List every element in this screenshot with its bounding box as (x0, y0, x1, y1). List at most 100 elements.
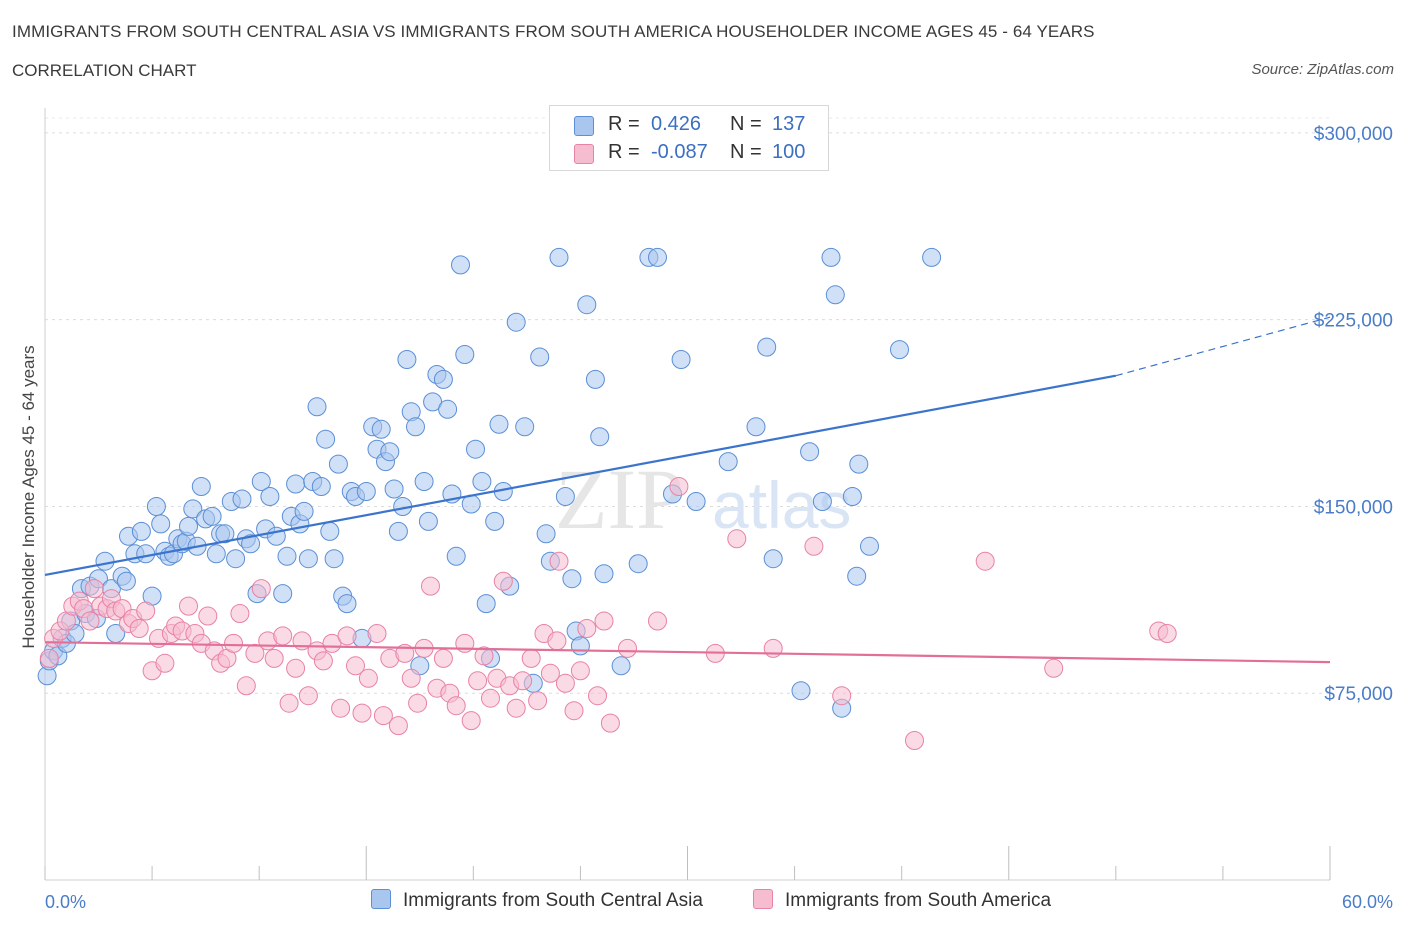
point-south-central-asia (922, 247, 942, 267)
point-south-central-asia (226, 549, 246, 569)
legend-r-label: R = (608, 141, 640, 163)
point-south-america (224, 633, 243, 653)
y-tick-labels: $75,000 $150,000 $225,000 $300,000 (1314, 124, 1393, 705)
point-south-central-asia (380, 442, 400, 462)
point-south-america (547, 631, 567, 651)
point-south-america (346, 656, 365, 676)
point-south-central-asia (371, 419, 391, 439)
point-south-america (331, 698, 351, 718)
point-south-central-asia (577, 295, 597, 315)
trend-line-south-central-asia (44, 374, 1117, 577)
point-south-central-asia (746, 417, 766, 437)
point-south-america (230, 604, 250, 623)
point-south-central-asia (202, 506, 222, 526)
point-south-america (506, 698, 526, 718)
point-south-america (251, 579, 271, 599)
point-south-central-asia (451, 255, 470, 275)
bottom-legend-south-central-asia: Immigrants from South Central Asia (371, 889, 703, 912)
x-tick-label: 60.0% (1342, 892, 1393, 912)
point-south-central-asia (506, 312, 526, 332)
point-south-central-asia (438, 399, 458, 419)
legend-row-south-central-asia: R = 0.426 N = 137 (550, 112, 828, 138)
point-south-america (433, 648, 453, 668)
legend-swatch-pink (574, 144, 594, 164)
point-south-central-asia (890, 340, 909, 360)
point-south-central-asia (476, 594, 496, 614)
point-south-central-asia (151, 514, 171, 534)
point-south-america (80, 611, 100, 631)
point-south-central-asia (585, 369, 605, 389)
point-south-central-asia (384, 479, 404, 499)
legend-r-label: R = (608, 113, 640, 135)
point-south-central-asia (215, 524, 235, 544)
point-south-central-asia (718, 452, 738, 472)
point-south-central-asia (131, 521, 151, 541)
legend-row-south-america: R = -0.087 N = 100 (550, 140, 828, 166)
point-south-central-asia (251, 472, 271, 491)
point-south-america (461, 711, 481, 731)
point-south-central-asia (397, 350, 417, 369)
point-south-central-asia (418, 511, 438, 531)
trend-lines (44, 316, 1331, 664)
bottom-legend-label: Immigrants from South Central Asia (403, 890, 703, 911)
bottom-legend-south-america: Immigrants from South America (753, 889, 1051, 912)
legend-n-value: 137 (772, 113, 806, 135)
point-south-america (1157, 624, 1177, 643)
point-south-america (588, 686, 607, 706)
point-south-central-asia (433, 369, 453, 389)
point-south-central-asia (594, 564, 614, 584)
point-south-central-asia (277, 546, 297, 566)
point-south-central-asia (356, 482, 376, 501)
point-south-america (474, 646, 494, 666)
point-south-central-asia (286, 474, 306, 494)
point-south-central-asia (414, 472, 434, 491)
point-south-central-asia (406, 417, 425, 437)
point-south-america (313, 651, 333, 671)
point-south-america (570, 661, 590, 681)
point-south-central-asia (515, 417, 535, 437)
bottom-legend-swatch-blue (371, 889, 391, 909)
point-south-central-asia (825, 285, 845, 305)
point-south-central-asia (628, 554, 648, 574)
point-south-central-asia (183, 499, 203, 519)
chart-subtitle: CORRELATION CHART (12, 61, 197, 80)
series-south-central-asia (37, 247, 942, 718)
point-south-central-asia (590, 427, 610, 447)
point-south-central-asia (146, 497, 166, 516)
point-south-central-asia (530, 347, 550, 367)
trend-line-south-america (44, 641, 1331, 664)
point-south-central-asia (423, 392, 443, 412)
bottom-legend-label: Immigrants from South America (785, 890, 1052, 911)
y-tick-label: $75,000 (1324, 684, 1393, 705)
point-south-america (367, 624, 387, 643)
point-south-america (577, 619, 597, 638)
point-south-america (337, 626, 357, 646)
point-south-central-asia (812, 492, 832, 511)
point-south-america (136, 601, 156, 621)
point-south-central-asia (648, 247, 667, 267)
point-south-central-asia (849, 454, 869, 474)
point-south-america (84, 579, 104, 599)
point-south-america (763, 638, 783, 658)
point-south-central-asia (307, 397, 327, 417)
point-south-central-asia (489, 414, 509, 434)
point-south-central-asia (466, 439, 485, 459)
legend-swatch-blue (574, 116, 594, 136)
stats-legend: R = 0.426 N = 137 R = -0.087 N = 100 (549, 105, 829, 171)
point-south-central-asia (686, 492, 706, 511)
point-south-america (401, 668, 421, 688)
point-south-central-asia (260, 487, 280, 506)
point-south-america (358, 668, 378, 688)
point-south-america (481, 688, 500, 708)
point-south-central-asia (570, 636, 590, 656)
legend-r-value: 0.426 (651, 113, 702, 135)
point-south-central-asia (446, 546, 466, 566)
point-south-central-asia (232, 489, 252, 509)
point-south-central-asia (298, 549, 318, 569)
point-south-central-asia (485, 511, 505, 531)
point-south-america (648, 611, 667, 631)
point-south-america (564, 701, 584, 721)
point-south-america (540, 663, 560, 683)
point-south-central-asia (763, 549, 783, 569)
